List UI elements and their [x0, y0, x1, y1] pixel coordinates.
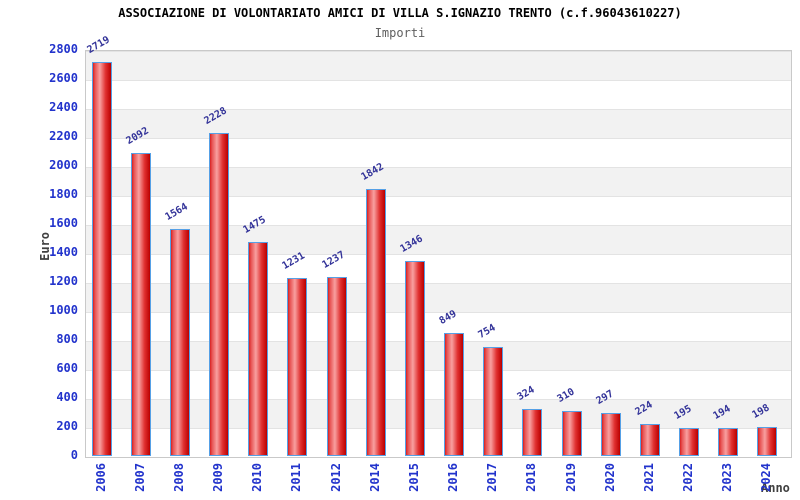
bar — [600, 413, 621, 456]
bar — [248, 242, 269, 456]
x-tick-label: 2014 — [367, 463, 382, 492]
bar — [718, 428, 739, 456]
y-tick-label: 0 — [70, 448, 78, 462]
bar — [326, 277, 347, 456]
x-axis-title: Anno — [761, 481, 790, 495]
y-tick-label: 400 — [56, 390, 78, 404]
y-tick-label: 600 — [56, 361, 78, 375]
bar — [522, 409, 543, 456]
x-tick-label: 2022 — [681, 463, 696, 492]
x-tick-label: 2023 — [720, 463, 735, 492]
bar — [444, 333, 465, 456]
x-tick-label: 2017 — [485, 463, 500, 492]
x-tick-label: 2018 — [524, 463, 539, 492]
bar — [639, 424, 660, 456]
bar — [679, 428, 700, 456]
chart-title: ASSOCIAZIONE DI VOLONTARIATO AMICI DI VI… — [118, 6, 682, 20]
bar — [483, 347, 504, 456]
y-tick-label: 1400 — [49, 245, 78, 259]
y-tick-label: 1800 — [49, 187, 78, 201]
x-tick-label: 2007 — [132, 463, 147, 492]
y-tick-label: 2000 — [49, 158, 78, 172]
bar — [169, 229, 190, 456]
x-tick-label: 2015 — [406, 463, 421, 492]
x-tick-label: 2019 — [563, 463, 578, 492]
y-tick-label: 2800 — [49, 42, 78, 56]
x-tick-label: 2011 — [289, 463, 304, 492]
bar — [209, 133, 230, 456]
x-tick-label: 2006 — [93, 463, 108, 492]
x-tick-label: 2008 — [171, 463, 186, 492]
chart-subtitle: Importi — [374, 26, 426, 40]
x-tick-label: 2010 — [250, 463, 265, 492]
x-tick-label: 2021 — [641, 463, 656, 492]
x-tick-label: 2009 — [211, 463, 226, 492]
x-tick-label: 2012 — [328, 463, 343, 492]
x-tick-label: 2024 — [759, 463, 774, 492]
bar — [287, 278, 308, 456]
bar — [365, 189, 386, 456]
bar — [130, 153, 151, 456]
y-tick-label: 2200 — [49, 129, 78, 143]
y-tick-label: 2400 — [49, 100, 78, 114]
plot-area — [85, 50, 792, 458]
x-tick-label: 2016 — [446, 463, 461, 492]
y-tick-label: 1000 — [49, 303, 78, 317]
bar — [561, 411, 582, 456]
x-tick-label: 2020 — [602, 463, 617, 492]
y-tick-label: 200 — [56, 419, 78, 433]
y-tick-label: 2600 — [49, 71, 78, 85]
bar — [91, 62, 112, 456]
y-tick-label: 1200 — [49, 274, 78, 288]
y-tick-label: 1600 — [49, 216, 78, 230]
bar — [757, 427, 778, 456]
bar — [404, 261, 425, 456]
y-tick-label: 800 — [56, 332, 78, 346]
